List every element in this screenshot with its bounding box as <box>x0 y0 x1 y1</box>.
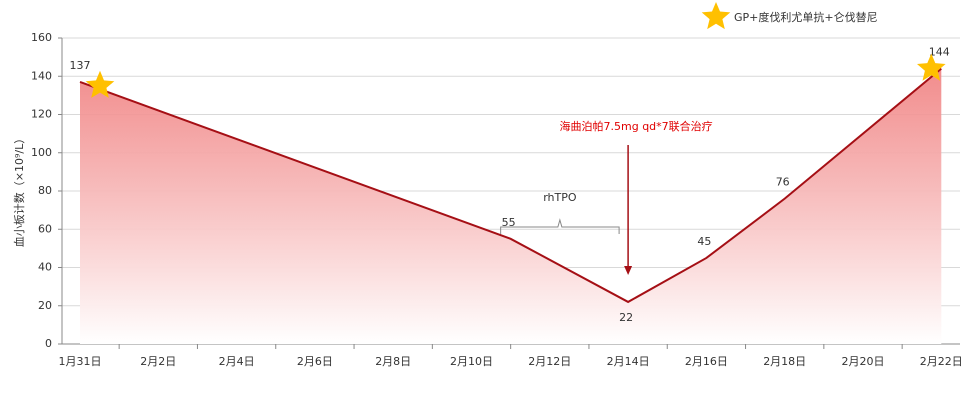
x-tick-label: 2月10日 <box>450 355 493 368</box>
x-tick-label: 2月22日 <box>920 355 963 368</box>
x-tick-label: 2月16日 <box>685 355 728 368</box>
data-label: 45 <box>697 235 711 248</box>
x-tick-label: 2月4日 <box>219 355 255 368</box>
data-label: 22 <box>619 311 633 324</box>
x-tick-label: 2月12日 <box>528 355 571 368</box>
y-tick-label: 120 <box>31 108 52 121</box>
x-tick-label: 2月8日 <box>375 355 411 368</box>
y-tick-label: 140 <box>31 69 52 82</box>
star-marker <box>917 53 946 81</box>
y-tick-label: 0 <box>45 337 52 350</box>
y-tick-label: 160 <box>31 31 52 44</box>
x-tick-label: 2月2日 <box>140 355 176 368</box>
y-tick-label: 60 <box>38 222 52 235</box>
annotation-text: 海曲泊帕7.5mg qd*7联合治疗 <box>560 119 713 133</box>
data-label: 137 <box>70 59 91 72</box>
y-tick-label: 40 <box>38 261 52 274</box>
line <box>79 67 942 304</box>
brace-label: rhTPO <box>543 191 577 204</box>
x-tick-label: 2月14日 <box>607 355 650 368</box>
star-marker <box>85 70 115 98</box>
brace <box>500 218 620 234</box>
data-label: 55 <box>502 216 516 229</box>
data-label: 76 <box>776 176 790 189</box>
x-tick-label: 2月18日 <box>763 355 806 368</box>
y-axis-label: 血小板计数（×10⁹/L） <box>12 133 26 247</box>
x-tick-label: 1月31日 <box>59 355 102 368</box>
y-tick-label: 80 <box>38 184 52 197</box>
x-tick-label: 2月6日 <box>297 355 333 368</box>
area <box>80 68 942 344</box>
y-tick-label: 100 <box>31 146 52 159</box>
legend-label: GP+度伐利尤单抗+仑伐替尼 <box>734 10 878 24</box>
legend-star <box>701 2 731 30</box>
annotation-arrowhead <box>624 266 633 275</box>
data-label: 144 <box>929 46 950 59</box>
x-tick-label: 2月20日 <box>842 355 885 368</box>
y-tick-label: 20 <box>38 299 52 312</box>
